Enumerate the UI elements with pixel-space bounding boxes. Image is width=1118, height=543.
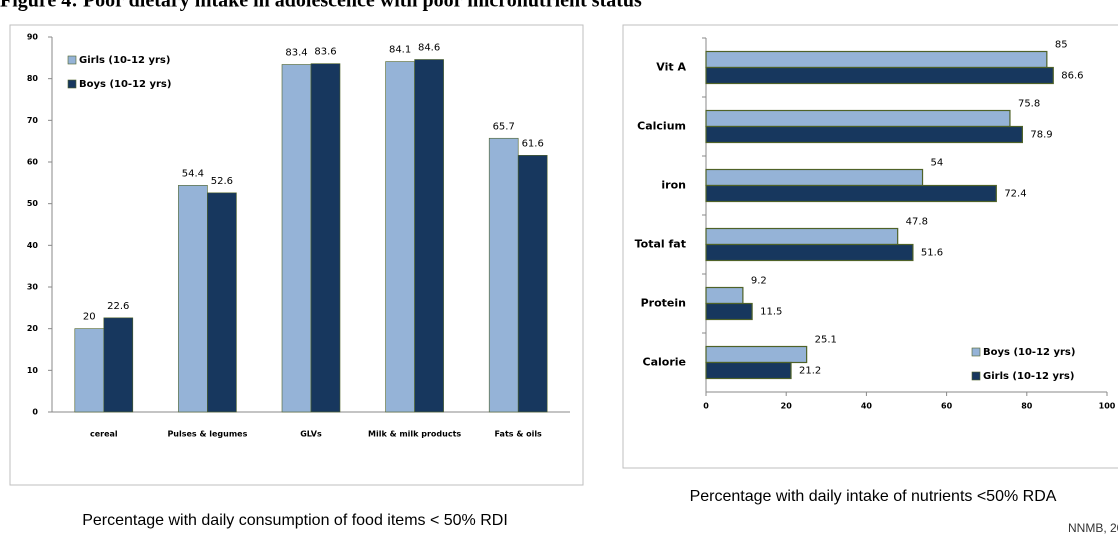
legend-swatch [67,79,77,89]
bar [705,184,997,203]
bar [517,155,548,413]
y-tick-label: 60 [27,158,39,167]
value-label: 11.5 [760,307,782,318]
value-label: 85 [1055,40,1068,51]
bar [385,61,415,413]
value-label: 84.1 [389,45,411,56]
value-label: 47.8 [906,217,928,228]
legend-label: Boys (10-12 yrs) [79,79,171,90]
legend-swatch [67,55,77,65]
bar [488,137,519,413]
source: NNMB, 20 [1068,521,1118,535]
x-tick-label: 80 [1021,402,1033,411]
y-tick-label: iron [661,179,686,192]
x-tick-label: 0 [703,402,709,411]
bar [705,168,924,187]
value-label: 54.4 [182,168,204,179]
bar [178,185,208,413]
value-label: 61.6 [522,138,544,149]
bar [281,64,312,413]
caption: Percentage with daily intake of nutrient… [690,488,1057,505]
y-tick-label: Protein [641,297,686,310]
x-tick-label: Milk & milk products [368,430,461,439]
legend-label: Boys (10-12 yrs) [983,347,1075,358]
value-label: 75.8 [1018,99,1040,110]
y-tick-label: Calorie [643,356,686,369]
bar [705,302,753,321]
bar [74,328,105,413]
legend-label: Girls (10-12 yrs) [79,55,170,66]
y-tick-label: 30 [27,283,39,292]
y-tick-label: 90 [27,33,39,42]
x-tick-label: GLVs [300,430,322,439]
x-tick-label: 100 [1099,402,1116,411]
value-label: 52.6 [211,176,233,187]
bar [705,50,1048,69]
value-label: 84.6 [418,43,440,54]
bar [705,243,914,262]
y-tick-label: 70 [27,116,39,125]
value-label: 78.9 [1030,130,1052,141]
x-tick-label: Pulses & legumes [167,430,247,439]
bar [207,192,237,413]
y-tick-label: Vit A [656,61,686,74]
x-tick-label: cereal [90,430,118,439]
page-title: Figure 4: Poor dietary intake in adolesc… [0,0,642,12]
value-label: 83.6 [314,47,336,58]
legend-label: Girls (10-12 yrs) [983,371,1074,382]
x-tick-label: Fats & oils [495,430,543,439]
x-tick-label: 20 [781,402,793,411]
bar [705,345,808,364]
value-label: 54 [931,158,944,169]
y-tick-label: 0 [32,408,38,417]
y-tick-label: 10 [27,366,39,375]
value-label: 25.1 [815,335,837,346]
legend-swatch [971,371,981,381]
bar [705,227,899,246]
y-tick-label: 20 [27,324,39,333]
bar [705,361,792,380]
bar [705,286,744,305]
value-label: 83.4 [285,48,307,59]
bar [414,59,444,413]
bar [310,63,341,413]
y-tick-label: Calcium [637,120,686,133]
x-tick-label: 40 [861,402,873,411]
legend-swatch [971,347,981,357]
y-tick-label: 80 [27,74,39,83]
bar [705,125,1023,144]
value-label: 65.7 [493,121,515,132]
bar [103,317,134,413]
value-label: 86.6 [1061,71,1083,82]
value-label: 20 [83,312,96,323]
y-tick-label: 50 [27,199,39,208]
value-label: 72.4 [1004,189,1026,200]
bar [705,66,1054,85]
x-tick-label: 60 [941,402,953,411]
value-label: 22.6 [107,301,129,312]
y-tick-label: Total fat [635,238,686,251]
value-label: 21.2 [799,366,821,377]
y-tick-label: 40 [27,241,39,250]
value-label: 9.2 [751,276,767,287]
value-label: 51.6 [921,248,943,259]
caption: Percentage with daily consumption of foo… [82,512,508,529]
bar [705,109,1011,128]
